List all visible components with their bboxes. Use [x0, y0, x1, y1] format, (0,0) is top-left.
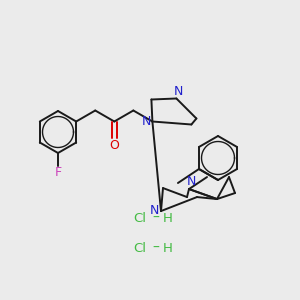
Text: F: F — [54, 167, 61, 179]
Text: H: H — [163, 212, 173, 224]
Text: –: – — [153, 211, 159, 225]
Text: N: N — [174, 85, 183, 98]
Text: H: H — [163, 242, 173, 254]
Text: N: N — [186, 175, 196, 188]
Text: Cl: Cl — [134, 242, 146, 254]
Text: Cl: Cl — [134, 212, 146, 224]
Text: O: O — [110, 139, 119, 152]
Text: N: N — [142, 115, 151, 128]
Text: N: N — [149, 204, 159, 217]
Text: –: – — [153, 241, 159, 255]
